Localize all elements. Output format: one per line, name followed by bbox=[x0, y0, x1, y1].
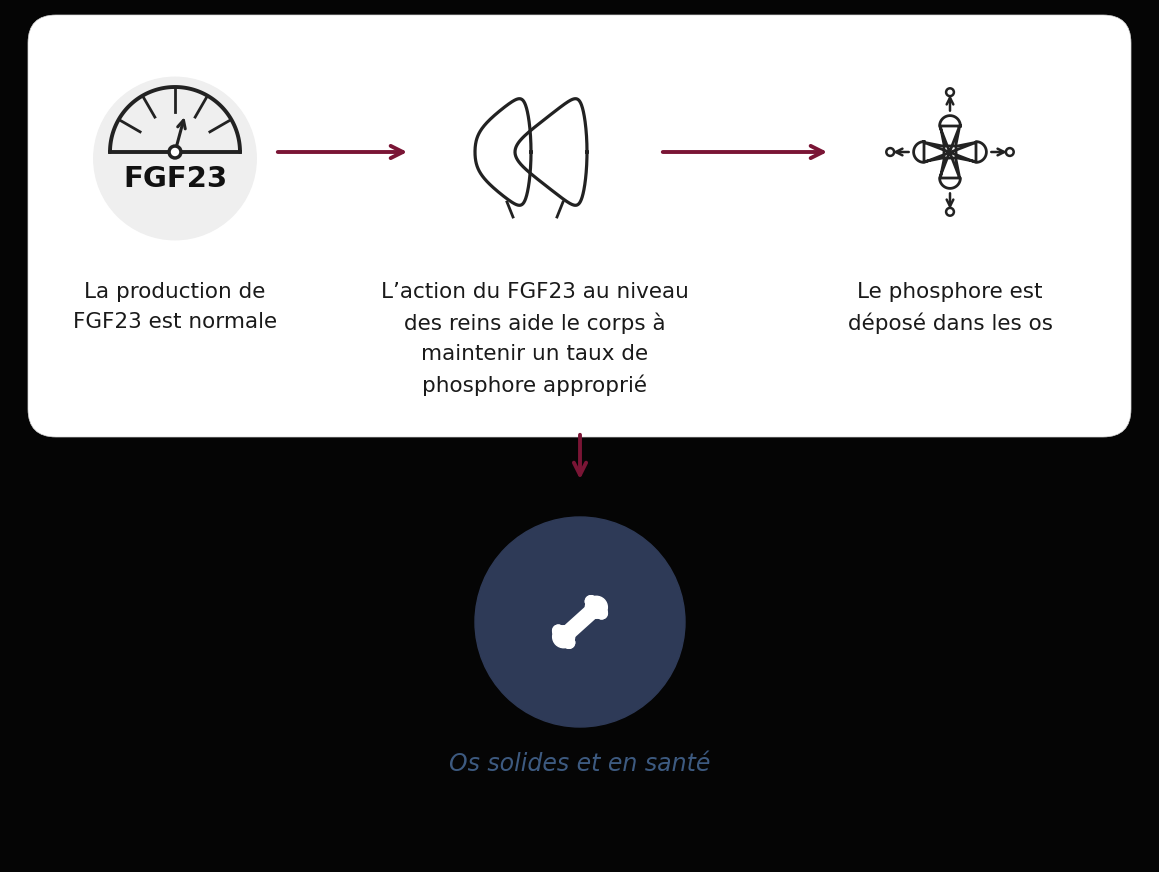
Circle shape bbox=[585, 596, 607, 618]
Circle shape bbox=[596, 608, 607, 619]
Circle shape bbox=[94, 78, 256, 240]
Text: FGF23: FGF23 bbox=[123, 166, 227, 194]
Text: Os solides et en santé: Os solides et en santé bbox=[450, 752, 710, 776]
Circle shape bbox=[585, 596, 597, 607]
Circle shape bbox=[946, 208, 954, 215]
Text: L’action du FGF23 au niveau
des reins aide le corps à
maintenir un taux de
phosp: L’action du FGF23 au niveau des reins ai… bbox=[381, 282, 688, 396]
Text: La production de
FGF23 est normale: La production de FGF23 est normale bbox=[73, 282, 277, 331]
Text: Le phosphore est
déposé dans les os: Le phosphore est déposé dans les os bbox=[847, 282, 1052, 334]
Circle shape bbox=[563, 637, 575, 648]
Circle shape bbox=[596, 608, 607, 619]
Circle shape bbox=[553, 625, 564, 637]
Circle shape bbox=[172, 148, 178, 155]
Circle shape bbox=[553, 625, 564, 637]
Circle shape bbox=[553, 626, 575, 648]
Circle shape bbox=[168, 145, 182, 159]
Circle shape bbox=[887, 148, 894, 156]
Circle shape bbox=[563, 637, 575, 648]
Circle shape bbox=[585, 596, 597, 607]
Circle shape bbox=[475, 517, 685, 727]
Circle shape bbox=[946, 88, 954, 96]
Circle shape bbox=[1006, 148, 1014, 156]
FancyBboxPatch shape bbox=[28, 15, 1131, 437]
